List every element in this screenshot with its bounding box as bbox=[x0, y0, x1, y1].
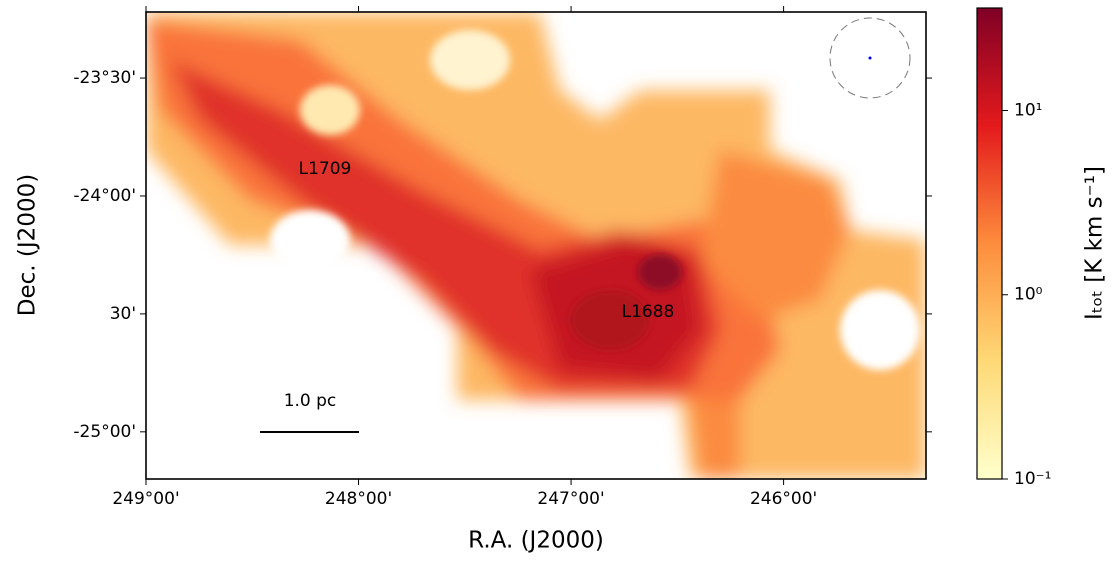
y-tick-label: -23°30' bbox=[73, 68, 136, 88]
x-tick-label: 248°00' bbox=[325, 489, 392, 509]
x-axis-label: R.A. (J2000) bbox=[468, 528, 604, 554]
y-tick-label: -24°00' bbox=[73, 186, 136, 206]
y-axis-label: Dec. (J2000) bbox=[15, 174, 41, 316]
colorbar-tick-label: 10⁰ bbox=[1014, 285, 1043, 305]
intensity-map bbox=[146, 12, 926, 479]
colorbar-label: Iₜₒₜ [K km s⁻¹] bbox=[1082, 166, 1108, 320]
x-tick-label: 247°00' bbox=[537, 489, 604, 509]
colorbar-tick-label: 10⁻¹ bbox=[1014, 469, 1051, 489]
scale-label: 1.0 pc bbox=[284, 391, 337, 411]
beam-center bbox=[868, 56, 872, 60]
y-tick-label: -25°00' bbox=[73, 422, 136, 442]
x-tick-label: 246°00' bbox=[750, 489, 817, 509]
region-label: L1709 bbox=[299, 159, 352, 179]
region-label: L1688 bbox=[622, 302, 675, 322]
axes-frame bbox=[145, 11, 927, 480]
colorbar-tick-label: 10¹ bbox=[1014, 100, 1042, 120]
x-tick-label: 249°00' bbox=[112, 489, 179, 509]
colorbar bbox=[976, 7, 1003, 480]
beam bbox=[829, 17, 911, 99]
y-tick-label: 30' bbox=[110, 304, 136, 324]
